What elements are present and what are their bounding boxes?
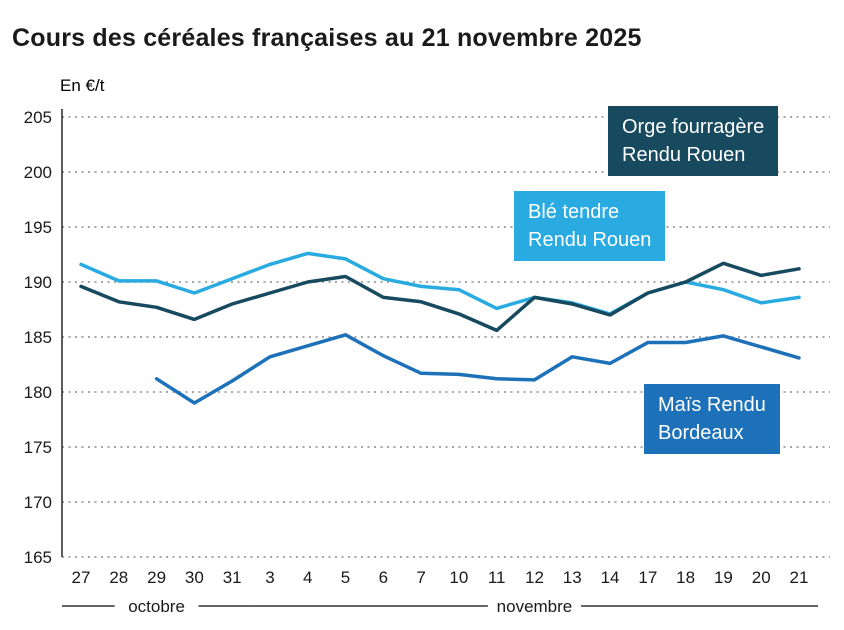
x-tick-label-27: 27 [72,568,91,587]
x-tick-label-7: 7 [416,568,425,587]
x-tick-label-13: 13 [563,568,582,587]
x-tick-label-5: 5 [341,568,350,587]
y-tick-label-200: 200 [24,163,52,182]
y-tick-label-195: 195 [24,218,52,237]
x-tick-label-17: 17 [638,568,657,587]
month-label-novembre: novembre [497,597,573,616]
x-tick-label-29: 29 [147,568,166,587]
x-tick-label-31: 31 [223,568,242,587]
x-tick-label-28: 28 [109,568,128,587]
y-tick-label-175: 175 [24,438,52,457]
x-tick-label-19: 19 [714,568,733,587]
x-tick-label-10: 10 [449,568,468,587]
series-line-mais [154,333,801,405]
x-tick-label-3: 3 [265,568,274,587]
x-tick-label-6: 6 [379,568,388,587]
legend-ble-line2: Rendu Rouen [528,229,652,251]
legend-mais-line1: Maïs Rendu [658,394,766,416]
legend-orge-line2: Rendu Rouen [622,144,746,166]
x-tick-label-11: 11 [488,568,506,587]
x-tick-label-21: 21 [790,568,809,587]
x-tick-label-4: 4 [303,568,312,587]
legend-mais-line2: Bordeaux [658,422,744,444]
y-tick-label-180: 180 [24,383,52,402]
month-label-octobre: octobre [128,597,185,616]
x-tick-label-14: 14 [601,568,620,587]
legend-mais: Maïs Rendu Bordeaux [644,384,780,454]
y-axis-unit-label: En €/t [60,76,105,95]
x-tick-label-20: 20 [752,568,771,587]
y-tick-label-170: 170 [24,493,52,512]
x-tick-label-30: 30 [185,568,204,587]
y-tick-label-205: 205 [24,108,52,127]
series-line-ble [79,251,801,316]
legend-orge-line1: Orge fourragère [622,116,765,138]
y-tick-label-165: 165 [24,548,52,567]
y-tick-label-185: 185 [24,328,52,347]
x-tick-label-12: 12 [525,568,544,587]
legend-ble-tendre: Blé tendre Rendu Rouen [514,191,666,261]
y-tick-label-190: 190 [24,273,52,292]
legend-orge-fourragere: Orge fourragère Rendu Rouen [608,106,779,176]
legend-ble-line1: Blé tendre [528,201,620,223]
x-tick-label-18: 18 [676,568,695,587]
series-line-orge [79,261,801,333]
chart-title: Cours des céréales françaises au 21 nove… [12,24,642,52]
